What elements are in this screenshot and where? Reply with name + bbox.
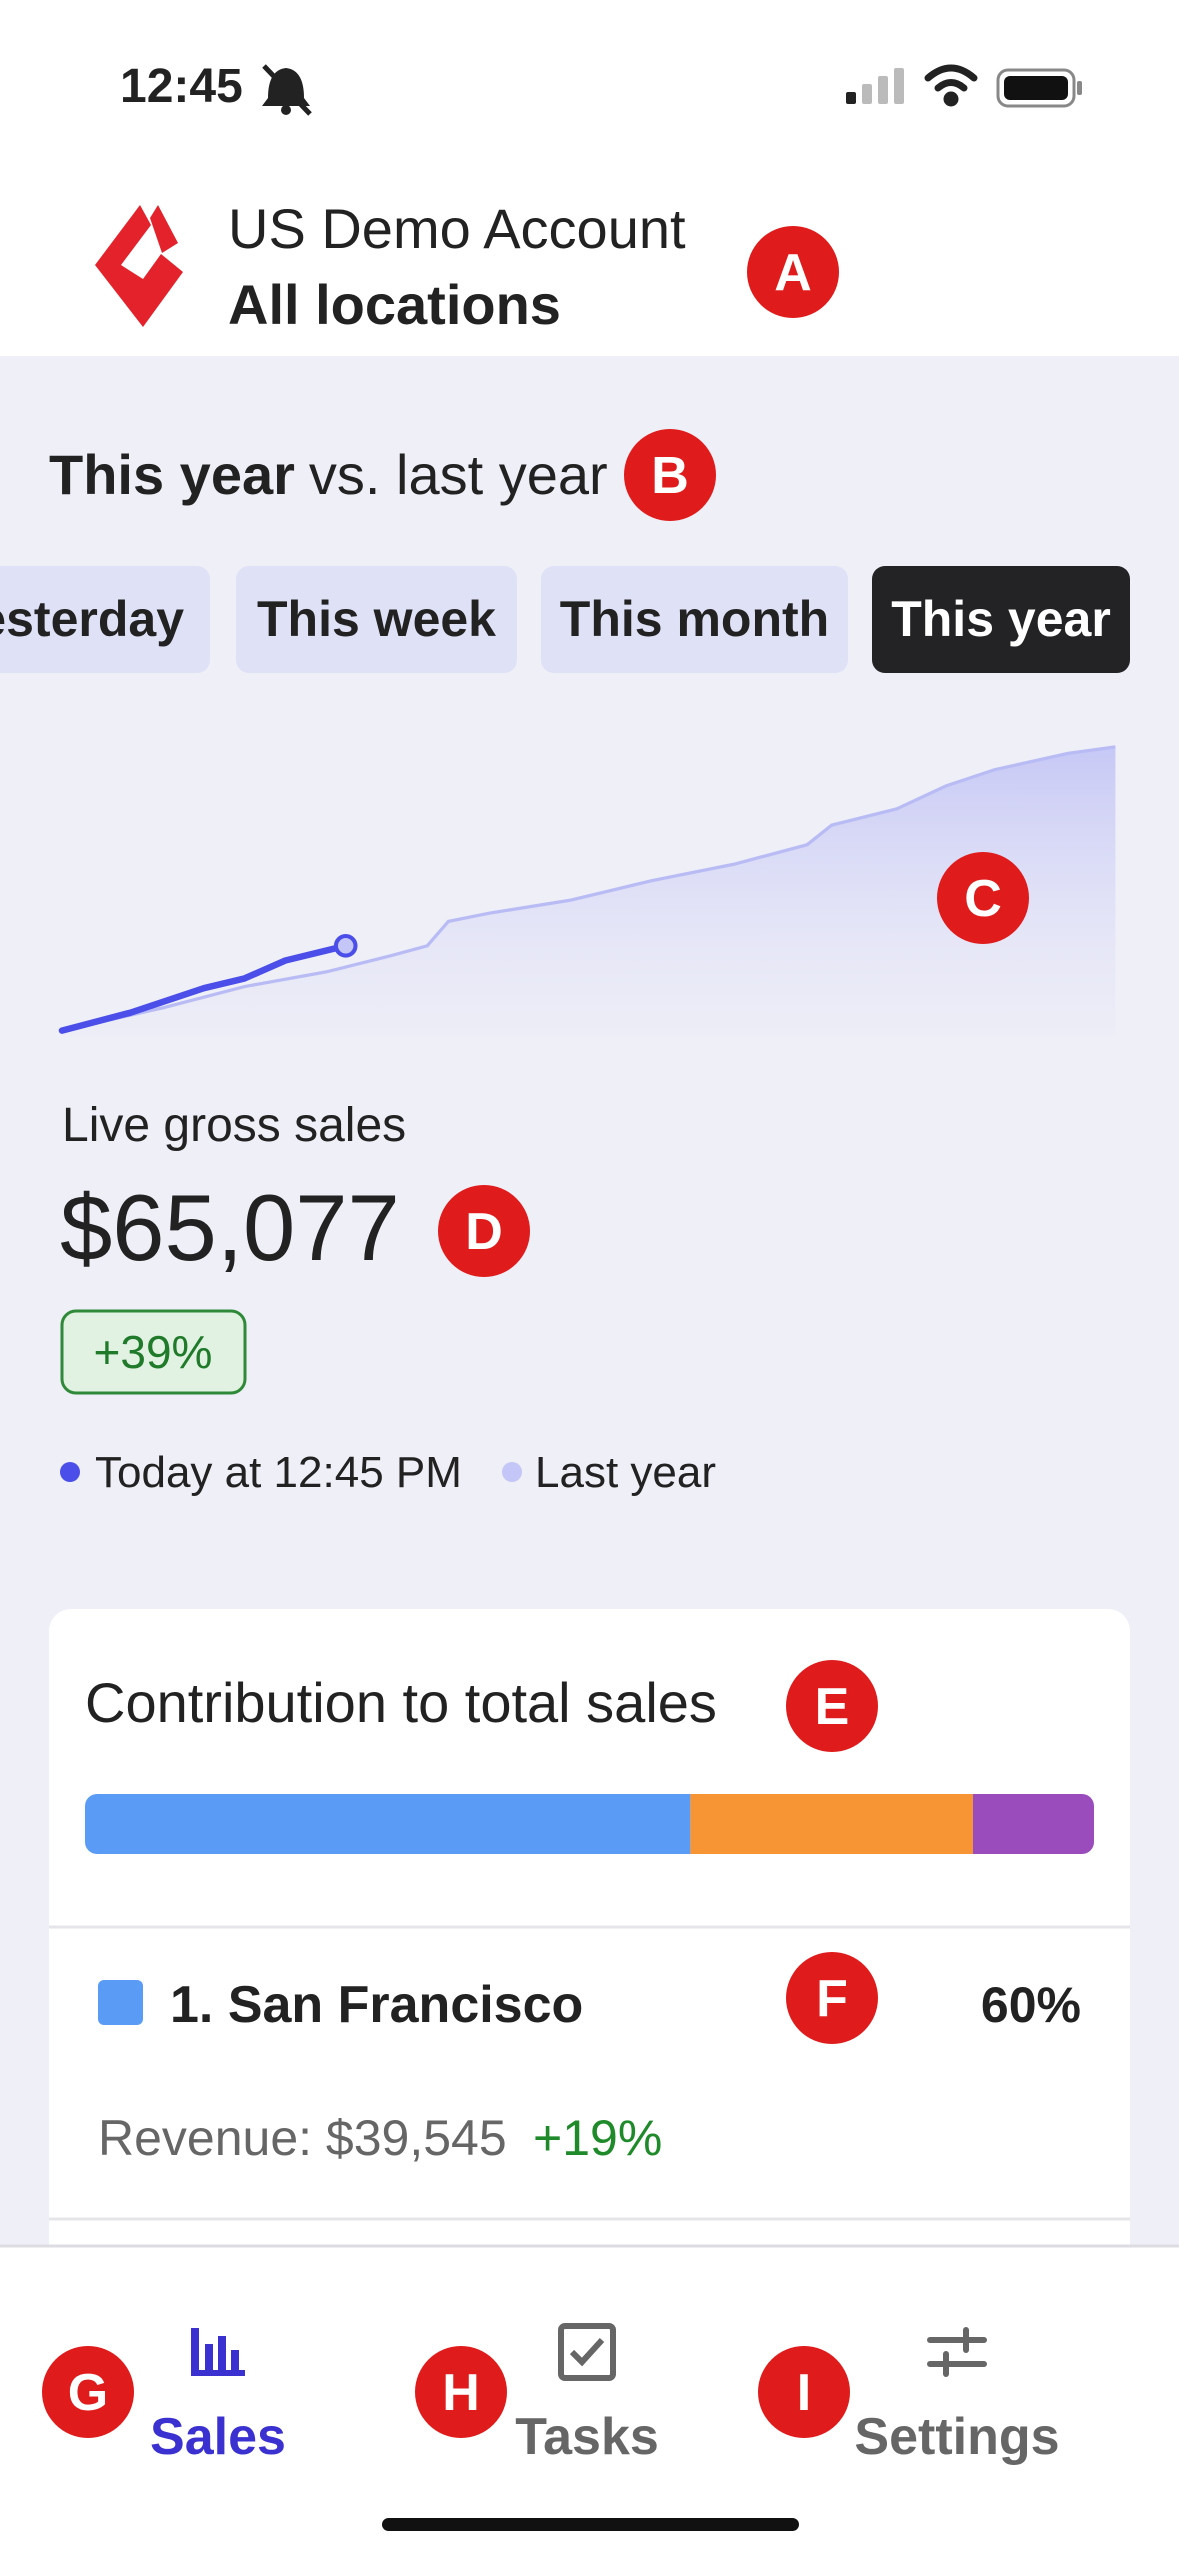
status-time: 12:45 <box>120 60 243 113</box>
location-change: +19% <box>533 2110 662 2166</box>
annotation-letter: A <box>774 244 812 302</box>
annotation-letter: I <box>797 2364 811 2422</box>
annotation-letter: G <box>68 2364 108 2422</box>
annotation-badge <box>624 429 716 521</box>
annotation-letter: B <box>651 447 689 505</box>
annotation-badge <box>438 1185 530 1277</box>
sales-sparkline <box>58 745 1116 1036</box>
location-name[interactable]: All locations <box>228 273 561 336</box>
annotation-badge <box>937 852 1029 944</box>
contribution-segment <box>972 1794 1094 1854</box>
annotation-badge <box>42 2346 134 2438</box>
annotation-badge <box>786 1660 878 1752</box>
legend-label: Today at 12:45 PM <box>95 1448 462 1497</box>
logo <box>95 205 183 327</box>
last-year-area <box>61 746 1116 1036</box>
contribution-segment <box>85 1794 691 1854</box>
period-title-rest: vs. last year <box>309 443 608 506</box>
account-name: US Demo Account <box>228 197 686 260</box>
legend-label: Last year <box>535 1448 716 1497</box>
annotation-letter: C <box>964 870 1002 928</box>
annotation-badge <box>786 1952 878 2044</box>
annotation-badge <box>415 2346 507 2438</box>
period-tab-label[interactable]: This week <box>257 591 496 647</box>
change-pill <box>60 1309 247 1395</box>
last-year-line <box>61 745 1116 1033</box>
wifi-icon <box>924 64 978 107</box>
sales-amount: $65,077 <box>60 1175 400 1280</box>
period-tab-label[interactable]: Yesterday <box>0 591 184 647</box>
annotation-badge <box>747 226 839 318</box>
sales-icon <box>191 2328 245 2376</box>
nav-label[interactable]: Sales <box>150 2408 286 2466</box>
this-year-line <box>58 942 349 1034</box>
sales-label: Live gross sales <box>62 1099 406 1152</box>
location-share: 60% <box>981 1977 1081 2033</box>
annotation-letter: E <box>815 1678 850 1736</box>
legend-dot <box>502 1462 522 1482</box>
nav-label[interactable]: Tasks <box>515 2408 659 2466</box>
annotation-badge <box>758 2346 850 2438</box>
contribution-segment <box>690 1794 973 1854</box>
tasks-icon <box>558 2323 616 2381</box>
nav-bar <box>0 2246 1179 2556</box>
current-point <box>333 933 358 958</box>
header-bg <box>0 0 1179 356</box>
annotation-letter: F <box>816 1970 848 2028</box>
contribution-title: Contribution to total sales <box>85 1671 717 1734</box>
period-tab-label[interactable]: This year <box>891 591 1111 647</box>
period-tab[interactable] <box>236 566 517 673</box>
nav-label[interactable]: Settings <box>854 2408 1059 2466</box>
location-swatch <box>98 1980 143 2025</box>
location-revenue: Revenue: $39,545 <box>98 2110 507 2166</box>
period-tab[interactable] <box>872 566 1130 673</box>
settings-icon <box>927 2327 987 2377</box>
annotation-letter: D <box>465 1203 503 1261</box>
period-tab[interactable] <box>0 566 210 673</box>
period-title-bold: This year <box>49 443 295 506</box>
legend-dot <box>60 1462 80 1482</box>
mute-icon <box>262 64 312 116</box>
home-indicator <box>382 2518 799 2531</box>
battery-icon <box>996 68 1082 108</box>
period-title: This year vs. last year <box>49 443 608 506</box>
signal-icon <box>846 68 904 104</box>
period-tab[interactable] <box>541 566 848 673</box>
annotation-letter: H <box>442 2364 480 2422</box>
location-name[interactable]: 1. San Francisco <box>170 1976 583 2034</box>
sales-change: +39% <box>94 1326 213 1378</box>
period-tab-label[interactable]: This month <box>560 591 829 647</box>
